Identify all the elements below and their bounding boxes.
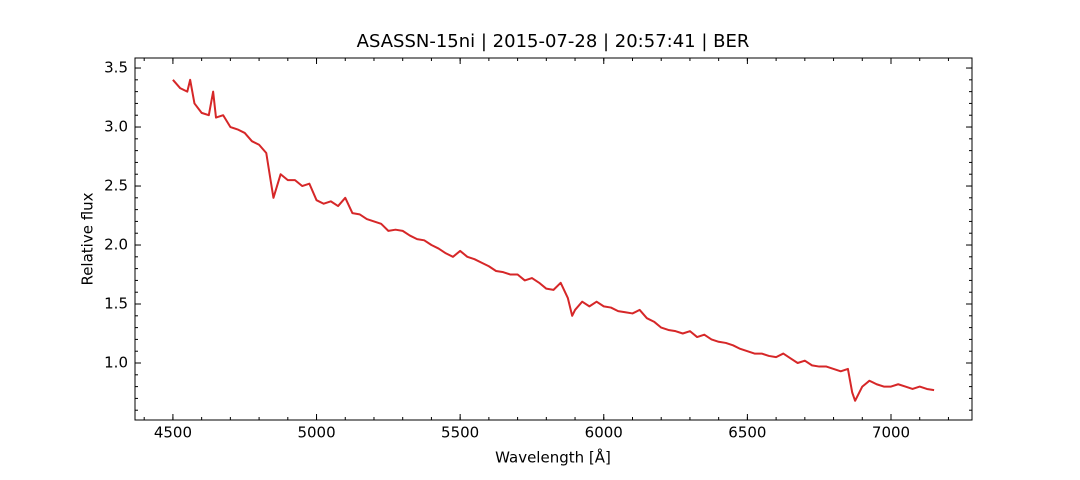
chart-title: ASASSN-15ni | 2015-07-28 | 20:57:41 | BE… [357,31,750,52]
plot-frame [134,57,973,421]
y-tick-label: 3.5 [104,59,128,77]
x-tick-label: 7000 [872,424,910,442]
y-tick-label: 3.0 [104,118,128,136]
x-tick-label: 4500 [154,424,192,442]
y-tick-label: 1.0 [104,354,128,372]
y-tick-label: 2.0 [104,236,128,254]
y-tick-label: 2.5 [104,177,128,195]
x-axis-label: Wavelength [Å] [495,448,611,467]
y-tick-label: 1.5 [104,295,128,313]
spectrum-line [172,78,935,402]
x-tick-label: 6000 [585,424,623,442]
y-axis-label: Relative flux [79,192,97,285]
x-tick-label: 6500 [728,424,766,442]
x-tick-label: 5500 [441,424,479,442]
x-tick-label: 5000 [297,424,335,442]
